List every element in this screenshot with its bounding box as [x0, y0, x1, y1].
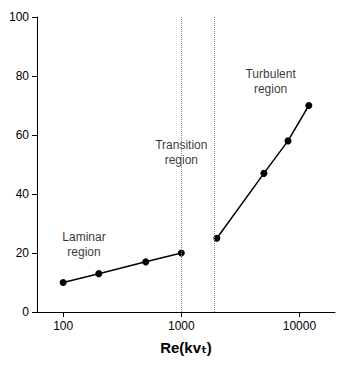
- svg-text:Turbulent: Turbulent: [245, 67, 296, 81]
- svg-text:1000: 1000: [168, 319, 195, 333]
- svg-text:100: 100: [9, 10, 29, 24]
- svg-text:80: 80: [16, 69, 30, 83]
- svg-text:region: region: [254, 82, 287, 96]
- svg-text:10000: 10000: [283, 319, 317, 333]
- svg-text:100: 100: [53, 319, 73, 333]
- svg-text:20: 20: [16, 246, 30, 260]
- svg-text:Laminar: Laminar: [62, 230, 105, 244]
- svg-text:region: region: [164, 153, 198, 168]
- svg-text:40: 40: [16, 187, 30, 201]
- svg-text:60: 60: [16, 128, 30, 142]
- svg-text:0: 0: [22, 305, 29, 319]
- svg-text:Transition: Transition: [155, 138, 208, 153]
- svg-text:Re(kvₜ): Re(kvₜ): [160, 339, 212, 356]
- svg-text:region: region: [67, 245, 100, 259]
